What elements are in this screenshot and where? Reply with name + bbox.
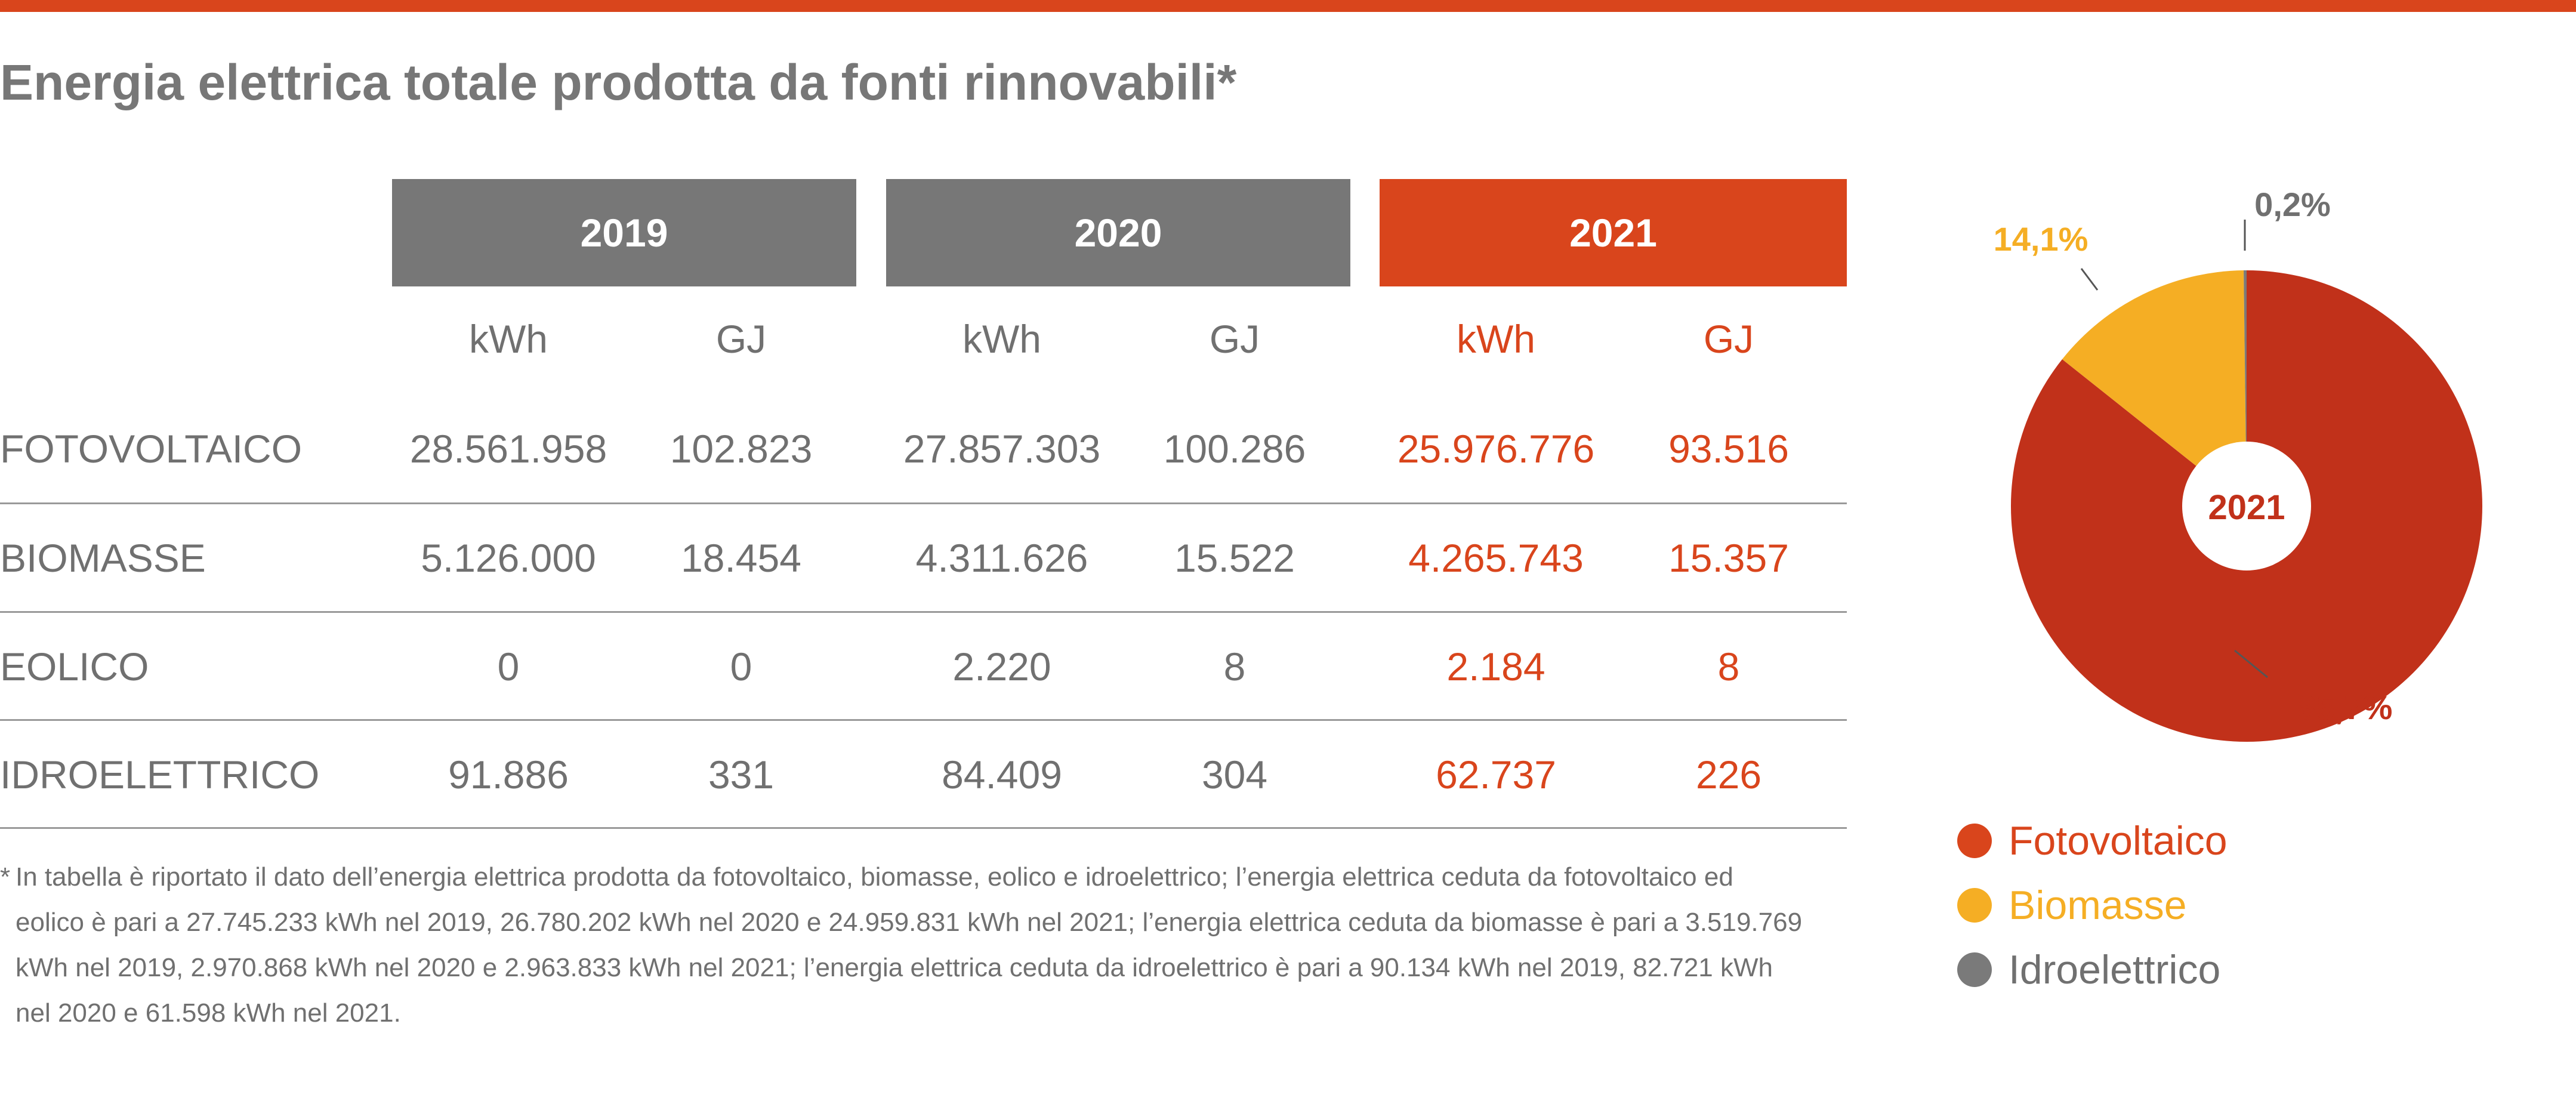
row-divider — [0, 719, 1847, 721]
footnote-line: eolico è pari a 27.745.233 kWh nel 2019,… — [16, 908, 1803, 937]
year-header-2019: 2019 — [392, 179, 856, 286]
pie-labels: 85,7% 14,1% 0,2% — [1994, 186, 2393, 726]
unit-header: kWh — [1457, 317, 1535, 361]
pie-leader-line — [2234, 649, 2268, 679]
unit-header: GJ — [1209, 317, 1260, 361]
table-cell: 27.857.303 — [903, 427, 1101, 471]
row-divider — [0, 502, 1847, 504]
legend-swatch — [1957, 824, 1992, 858]
row-label-biomasse: BIOMASSE — [0, 536, 206, 580]
unit-header: GJ — [1703, 317, 1754, 361]
pie-slice-biomasse — [2062, 270, 2247, 506]
legend-label: Biomasse — [2009, 883, 2187, 928]
legend-item-fotovoltaico: Fotovoltaico — [1957, 818, 2228, 864]
table-cell: 91.886 — [448, 753, 569, 797]
table-cell: 18.454 — [681, 536, 801, 580]
table-cell: 102.823 — [670, 427, 813, 471]
row-label-idroelettrico: IDROELETTRICO — [0, 753, 320, 797]
unit-header: GJ — [715, 317, 767, 361]
table-cell: 5.126.000 — [421, 536, 596, 580]
table-cell: 0 — [497, 644, 520, 689]
pie-value-label: 85,7% — [2298, 689, 2393, 726]
footnote-line: kWh nel 2019, 2.970.868 kWh nel 2020 e 2… — [16, 953, 1773, 982]
footnote: * In tabella è riportato il dato dell’en… — [0, 855, 1847, 1036]
legend-swatch — [1957, 952, 1992, 987]
legend-item-biomasse: Biomasse — [1957, 882, 2187, 929]
pie-center-hole — [2182, 442, 2311, 570]
year-header-2021: 2021 — [1380, 179, 1847, 286]
table-cell: 93.516 — [1668, 427, 1789, 471]
unit-header: kWh — [469, 317, 548, 361]
pie-value-label: 0,2% — [2254, 186, 2331, 223]
pie-leader-line — [2080, 268, 2099, 291]
table-cell: 15.522 — [1174, 536, 1295, 580]
page-title: Energia elettrica totale prodotta da fon… — [0, 54, 1237, 110]
top-accent-bar — [0, 0, 2576, 12]
table-cell: 4.311.626 — [915, 536, 1088, 580]
year-header-2020: 2020 — [886, 179, 1350, 286]
table-cell: 0 — [730, 644, 752, 689]
table-cell: 2.184 — [1446, 644, 1545, 689]
table-cell: 15.357 — [1668, 536, 1789, 580]
table-cell: 28.561.958 — [409, 427, 607, 471]
table-cell: 8 — [1717, 644, 1740, 689]
row-label-eolico: EOLICO — [0, 644, 149, 689]
unit-header: kWh — [962, 317, 1041, 361]
footnote-marker: * — [0, 862, 11, 892]
table-cell: 304 — [1201, 753, 1268, 797]
table-cell: 84.409 — [942, 753, 1062, 797]
pie-center-label: 2021 — [2208, 488, 2285, 527]
table-cell: 226 — [1695, 753, 1762, 797]
table-cell: 2.220 — [952, 644, 1051, 689]
pie-value-label: 14,1% — [1994, 220, 2088, 258]
table-cell: 62.737 — [1436, 753, 1556, 797]
table-cell: 331 — [708, 753, 775, 797]
row-divider — [0, 827, 1847, 829]
legend-label: Fotovoltaico — [2009, 818, 2228, 864]
legend-swatch — [1957, 888, 1992, 923]
footnote-line: nel 2020 e 61.598 kWh nel 2021. — [16, 998, 401, 1028]
legend-label: Idroelettrico — [2009, 947, 2221, 992]
legend-item-idroelettrico: Idroelettrico — [1957, 946, 2220, 993]
footnote-line: In tabella è riportato il dato dell’ener… — [16, 862, 1733, 892]
table-cell: 8 — [1223, 644, 1246, 689]
row-label-fotovoltaico: FOTOVOLTAICO — [0, 427, 303, 471]
table-cell: 25.976.776 — [1397, 427, 1595, 471]
table-cell: 100.286 — [1163, 427, 1306, 471]
row-divider — [0, 611, 1847, 613]
table-cell: 4.265.743 — [1408, 536, 1584, 580]
